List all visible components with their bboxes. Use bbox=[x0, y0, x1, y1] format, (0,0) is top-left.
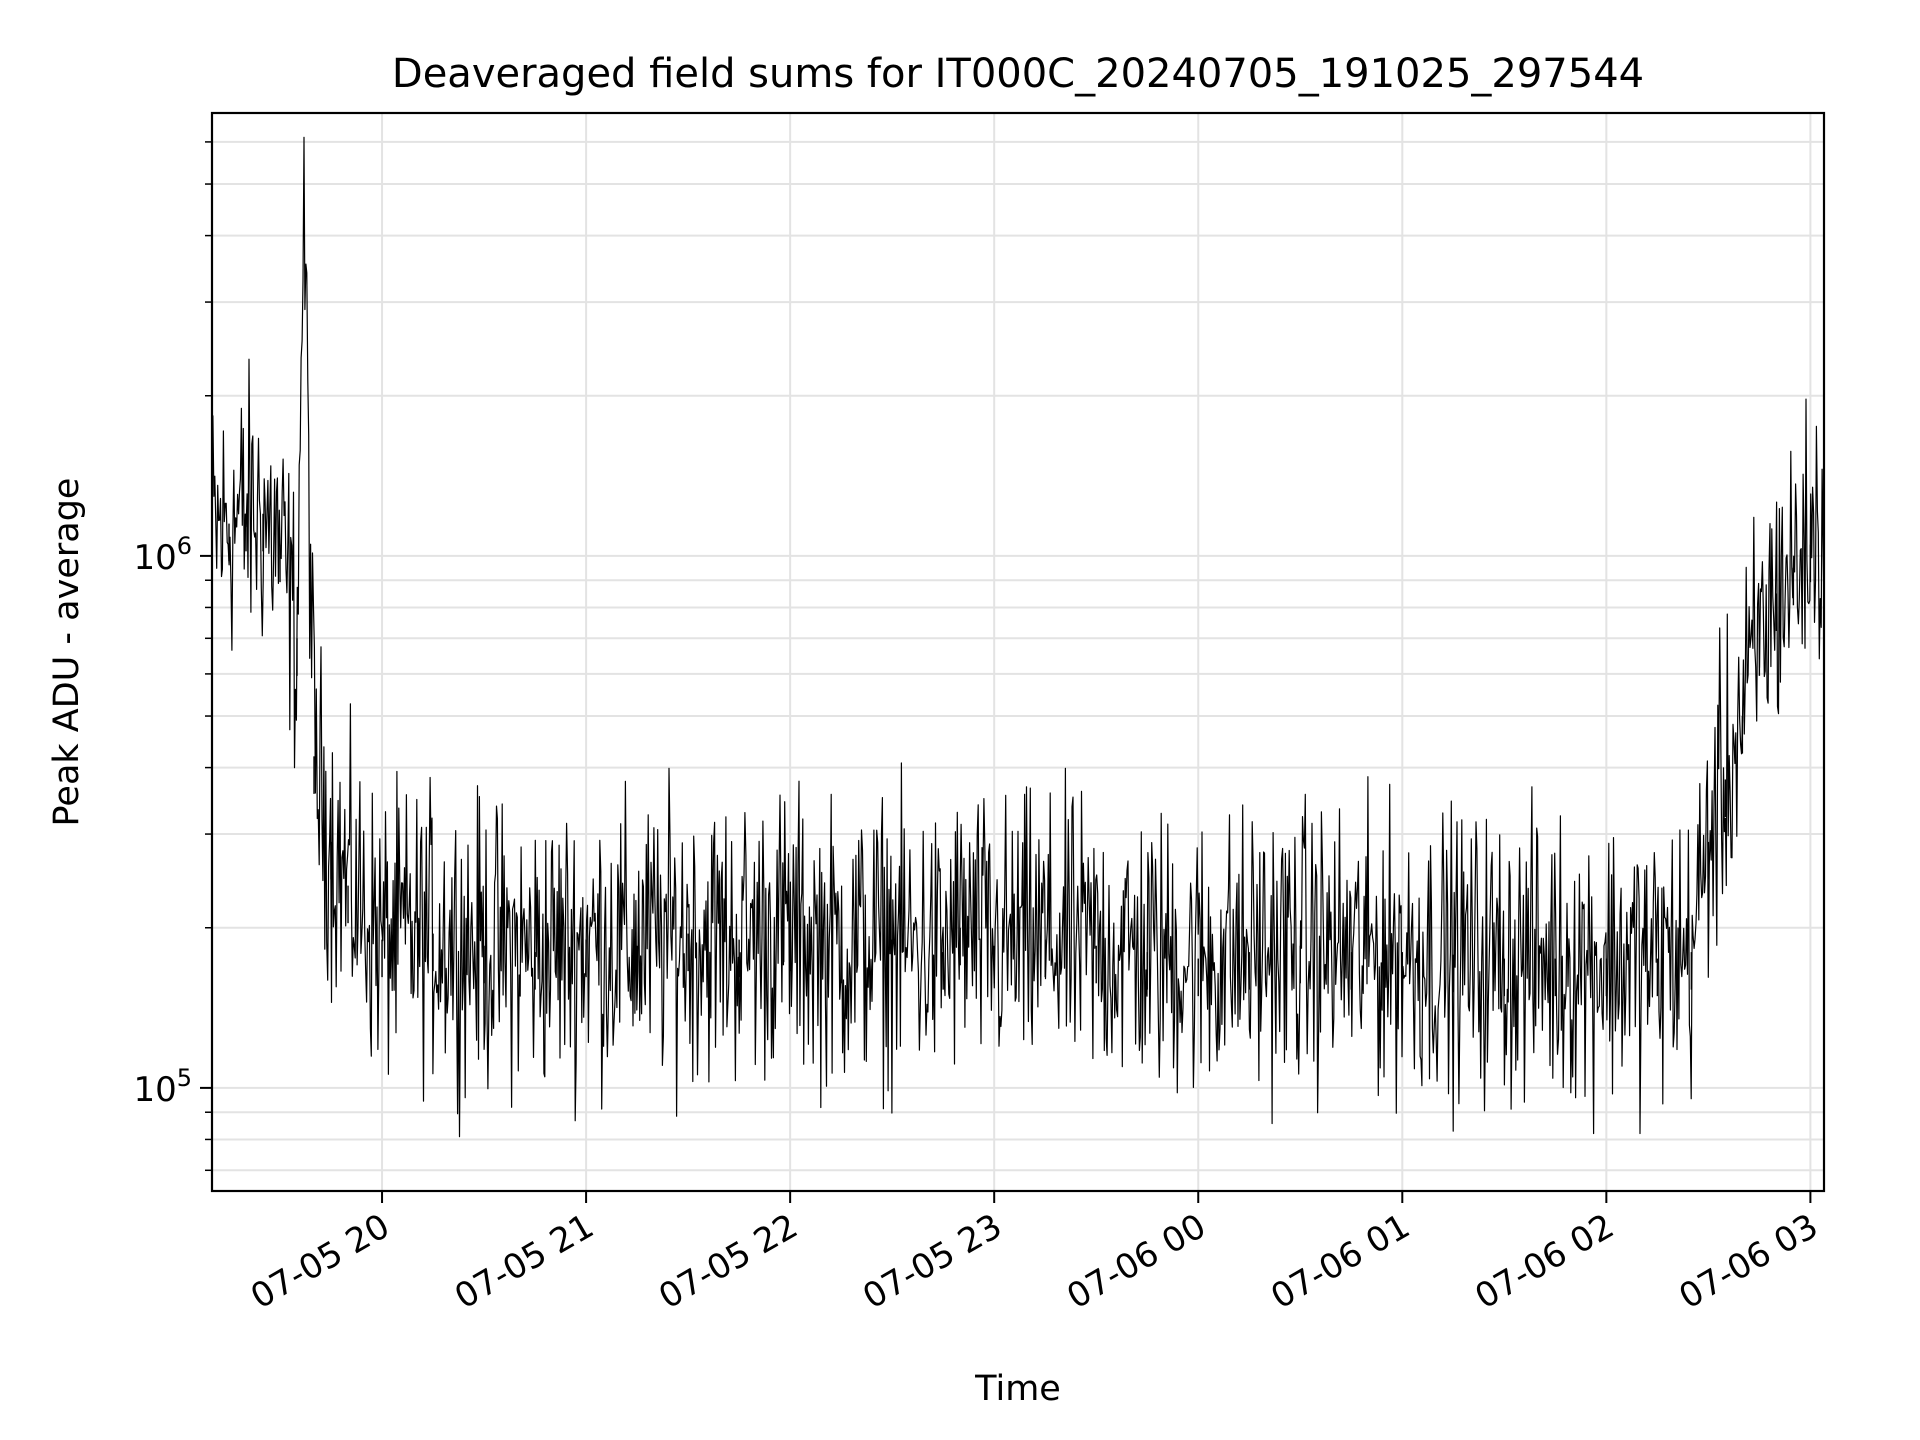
series-spikes bbox=[211, 193, 1825, 997]
x-tick-label: 07-06 01 bbox=[1264, 1206, 1416, 1317]
y-axis-label: Peak ADU - average bbox=[47, 478, 87, 827]
x-gridlines bbox=[381, 113, 1812, 1191]
x-axis-ticks: 07-05 20 07-05 21 07-05 22 07-05 23 07-06 00… bbox=[244, 1191, 1825, 1317]
y-axis-ticks: 105 106 bbox=[133, 141, 212, 1172]
x-tick-label: 07-05 22 bbox=[652, 1206, 804, 1317]
x-tick-label: 07-06 03 bbox=[1673, 1206, 1825, 1317]
x-tick-label: 07-05 23 bbox=[856, 1206, 1008, 1317]
x-tick-label: 07-05 20 bbox=[244, 1206, 396, 1317]
y-tick-label: 105 bbox=[133, 1064, 192, 1110]
y-tick-label: 106 bbox=[133, 532, 192, 578]
x-tick-label: 07-06 02 bbox=[1468, 1206, 1620, 1317]
x-tick-label: 07-06 00 bbox=[1060, 1206, 1212, 1317]
x-tick-label: 07-05 21 bbox=[448, 1206, 600, 1317]
chart-title: Deaveraged field sums for IT000C_2024070… bbox=[392, 51, 1644, 97]
plot-frame bbox=[210, 111, 1826, 1193]
series-line bbox=[211, 136, 1825, 1138]
x-axis-label: Time bbox=[974, 1369, 1061, 1409]
y-gridlines bbox=[212, 140, 1824, 1172]
